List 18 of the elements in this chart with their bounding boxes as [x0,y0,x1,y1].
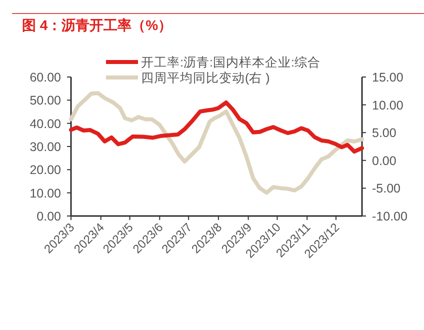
y2-tick-label: 0.00 [372,154,396,168]
y2-tick-label: -5.00 [372,182,401,196]
line-series [69,91,364,195]
legend-label: 四周平均同比变动(右 ) [141,71,270,85]
y-tick-label: 10.00 [30,186,62,200]
line-series [69,100,364,154]
y-tick-label: 20.00 [30,163,62,178]
y2-tick-label: 10.00 [372,98,404,112]
y-tick-label: 60.00 [30,70,62,84]
y2-tick-label: -10.00 [372,210,408,224]
chart-title: 图 4：沥青开工率（%） [22,17,172,33]
y-tick-label: 50.00 [30,94,62,108]
y-tick-label: 0.00 [36,210,62,224]
y-tick-label: 40.00 [30,116,62,131]
y2-tick-label: 15.00 [372,70,404,84]
legend-label: 开工率:沥青:国内样本企业:综合 [141,54,320,70]
y-tick-label: 30.00 [30,140,62,154]
y2-tick-label: 5.00 [372,126,396,140]
